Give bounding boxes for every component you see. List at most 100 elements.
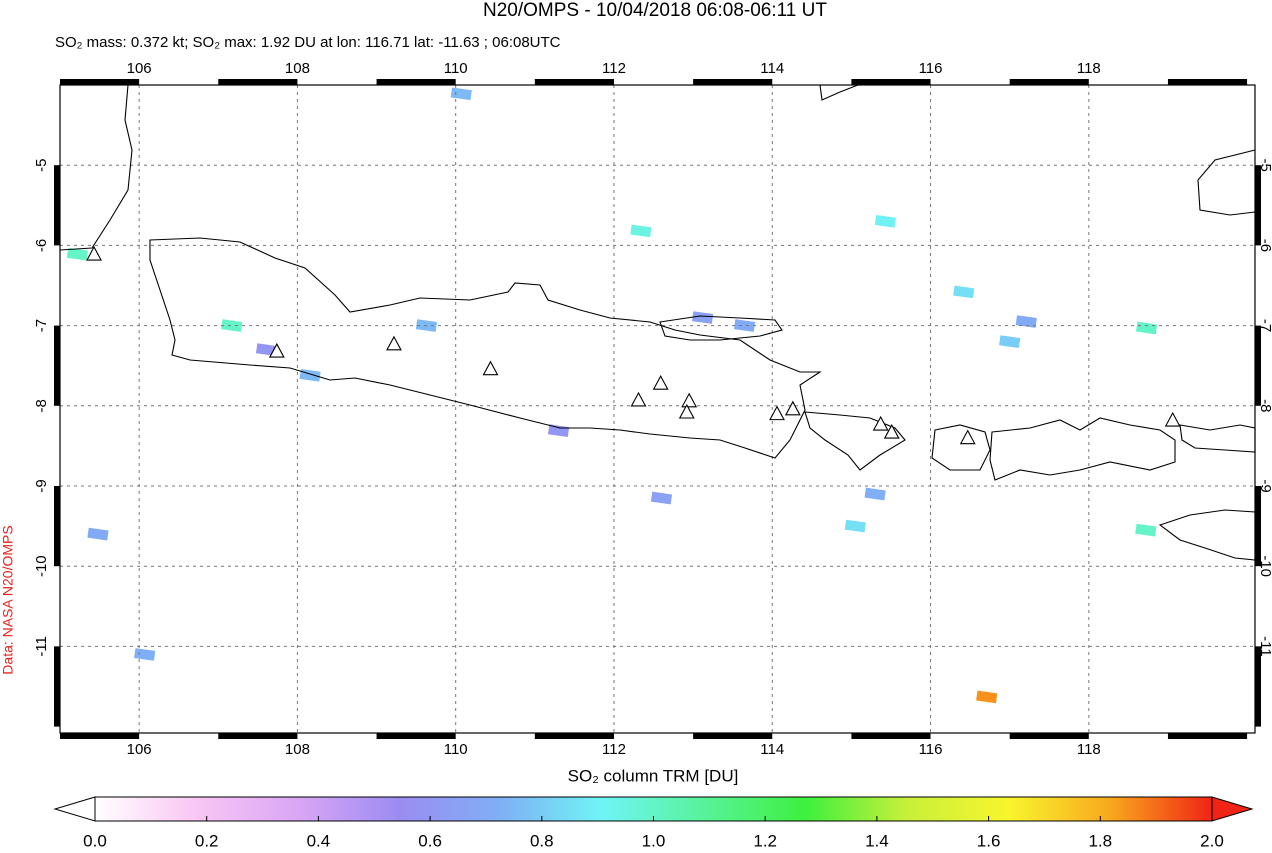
- y-tick-label: -11: [33, 636, 50, 657]
- x-tick-label: 114: [760, 741, 784, 758]
- colorbar-tick-label: 1.8: [1088, 831, 1112, 850]
- x-tick-label: 116: [919, 60, 943, 77]
- colorbar-tick-label: 1.4: [865, 831, 889, 850]
- volcano: [678, 403, 695, 419]
- coastlines: [59, 84, 1256, 561]
- volcano: [883, 423, 900, 439]
- frame-bar: [376, 733, 456, 739]
- frame-bar: [1255, 165, 1261, 246]
- volcano: [652, 374, 669, 390]
- so2-pixel: [650, 491, 673, 505]
- coastline: [1158, 509, 1256, 561]
- colorbar-over: [1211, 796, 1254, 822]
- frame-bar: [534, 79, 614, 85]
- x-tick-label: 108: [285, 60, 310, 77]
- colorbar-label: SO₂ column TRM [DU]: [568, 766, 739, 785]
- frame-bar: [1255, 325, 1261, 406]
- so2-pixel: [733, 319, 756, 332]
- chart-title: N20/OMPS - 10/04/2018 06:08-06:11 UT: [483, 0, 827, 21]
- y-tick-label: -6: [33, 239, 50, 252]
- colorbar-tick-label: 1.2: [753, 831, 777, 850]
- coastline: [1197, 149, 1256, 216]
- so2-pixel: [630, 224, 652, 238]
- frame-bar: [54, 325, 60, 406]
- so2-pixel: [66, 247, 89, 261]
- volcano: [86, 245, 102, 261]
- coastline: [59, 84, 133, 251]
- y-tick-label: -6: [1257, 239, 1272, 252]
- colorbar-tick-label: 0.2: [195, 831, 219, 850]
- so2-pixel: [1135, 321, 1158, 335]
- y-tick-label: -5: [1257, 159, 1272, 172]
- y-tick-label: -7: [33, 319, 50, 332]
- frame-bar: [60, 79, 140, 85]
- volcano: [784, 400, 801, 416]
- frame-bar: [534, 733, 614, 739]
- colorbar-tick-label: 0.8: [530, 831, 554, 850]
- so2-pixel: [976, 690, 998, 704]
- x-tick-label: 114: [760, 60, 784, 77]
- x-tick-label: 112: [602, 60, 626, 77]
- coastline: [659, 315, 783, 341]
- coastline: [931, 424, 991, 471]
- map-frame: [59, 84, 1256, 734]
- frame-bar: [1167, 79, 1248, 85]
- colorbar-under: [53, 796, 96, 822]
- frame-bar: [218, 733, 298, 739]
- so2-pixel: [999, 335, 1021, 348]
- coastline: [804, 411, 906, 471]
- frame-bar: [54, 485, 60, 567]
- so2-pixel: [864, 487, 886, 501]
- y-tick-label: -5: [33, 159, 50, 172]
- y-tick-label: -10: [33, 555, 50, 577]
- so2-pixel: [450, 87, 472, 101]
- coastline: [989, 417, 1176, 481]
- frame-bar: [1009, 79, 1089, 85]
- colorbar-tick-label: 1.6: [977, 831, 1001, 850]
- colorbar-tick-label: 0.4: [307, 831, 331, 850]
- volcano: [959, 429, 976, 445]
- frame-bar: [851, 79, 931, 85]
- frame-bar: [60, 733, 140, 739]
- y-tick-label: -10: [1257, 555, 1272, 577]
- volcano: [386, 335, 402, 351]
- x-tick-label: 116: [919, 741, 943, 758]
- volcano: [630, 391, 647, 407]
- volcano: [1164, 411, 1181, 427]
- side-label: Data: NASA N20/OMPS: [0, 525, 16, 674]
- so2-pixel: [692, 311, 714, 324]
- frame-bar: [1009, 733, 1089, 739]
- pixel-layer: [66, 87, 1158, 704]
- so2-pixel: [134, 648, 156, 661]
- so2-pixel: [874, 214, 897, 228]
- so2-pixel: [299, 368, 321, 382]
- y-tick-label: -7: [1257, 319, 1272, 332]
- colorbar-tick-label: 0.6: [418, 831, 442, 850]
- volcano: [268, 342, 285, 358]
- y-tick-label: -9: [1257, 479, 1272, 492]
- coastline: [149, 237, 822, 459]
- colorbar-tick-label: 2.0: [1200, 831, 1224, 850]
- frame-bar: [693, 79, 773, 85]
- x-tick-label: 110: [444, 60, 468, 77]
- x-tick-label: 110: [444, 741, 468, 758]
- colorbar-tick-label: 0.0: [83, 831, 107, 850]
- x-tick-label: 106: [127, 60, 152, 77]
- frame-bar: [218, 79, 298, 85]
- volcano: [769, 405, 785, 421]
- so2-pixel: [221, 319, 243, 332]
- frame-bar: [693, 733, 773, 739]
- x-tick-label: 112: [602, 741, 626, 758]
- y-tick-label: -11: [1257, 636, 1272, 657]
- frame-bar: [54, 646, 60, 727]
- so2-pixel: [953, 285, 975, 299]
- y-tick-label: -8: [33, 399, 50, 412]
- x-tick-label: 106: [127, 741, 152, 758]
- subtitle: SO₂ mass: 0.372 kt; SO₂ max: 1.92 DU at …: [55, 34, 561, 51]
- volcano: [872, 415, 889, 431]
- colorbar-tick-label: 1.0: [642, 831, 666, 850]
- coastline: [1179, 424, 1256, 453]
- frame-bar: [376, 79, 456, 85]
- frame-bar: [54, 165, 60, 246]
